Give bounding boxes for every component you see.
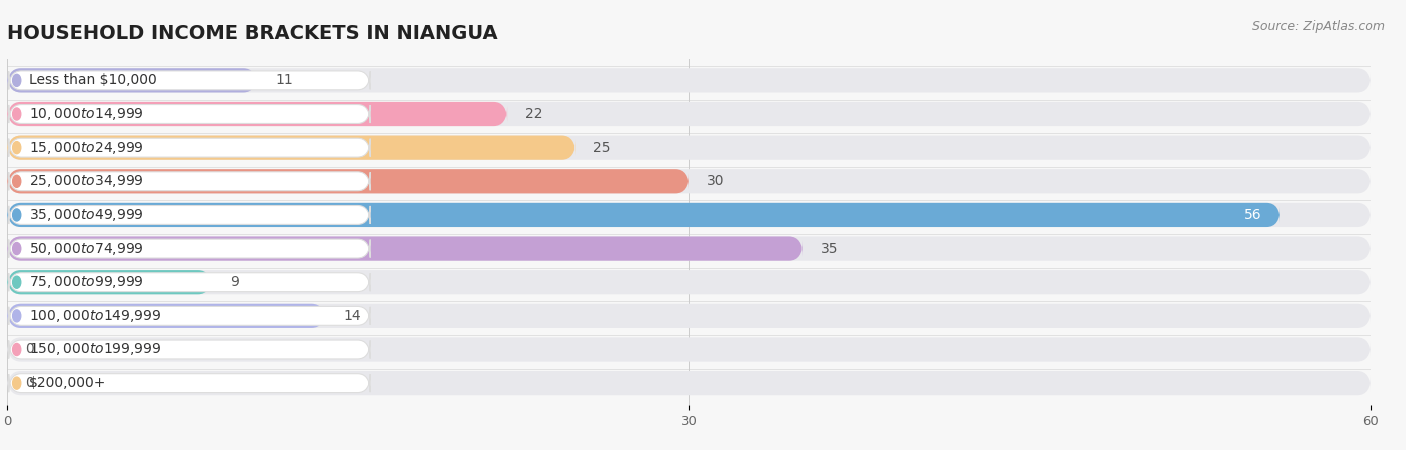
Text: Source: ZipAtlas.com: Source: ZipAtlas.com	[1251, 20, 1385, 33]
FancyBboxPatch shape	[7, 304, 1371, 328]
Text: $150,000 to $199,999: $150,000 to $199,999	[30, 342, 162, 357]
FancyBboxPatch shape	[7, 270, 211, 294]
Text: $25,000 to $34,999: $25,000 to $34,999	[30, 173, 143, 189]
FancyBboxPatch shape	[7, 68, 257, 93]
Text: Less than $10,000: Less than $10,000	[30, 73, 157, 87]
Text: 14: 14	[343, 309, 361, 323]
FancyBboxPatch shape	[7, 135, 575, 160]
Text: HOUSEHOLD INCOME BRACKETS IN NIANGUA: HOUSEHOLD INCOME BRACKETS IN NIANGUA	[7, 24, 498, 43]
FancyBboxPatch shape	[7, 203, 1279, 227]
FancyBboxPatch shape	[8, 340, 370, 359]
FancyBboxPatch shape	[7, 102, 1371, 126]
Text: $75,000 to $99,999: $75,000 to $99,999	[30, 274, 143, 290]
FancyBboxPatch shape	[8, 104, 370, 123]
FancyBboxPatch shape	[8, 306, 370, 325]
Circle shape	[13, 310, 21, 322]
Circle shape	[13, 276, 21, 288]
Circle shape	[13, 175, 21, 187]
Text: 11: 11	[276, 73, 292, 87]
FancyBboxPatch shape	[7, 338, 1371, 362]
FancyBboxPatch shape	[7, 236, 1371, 261]
FancyBboxPatch shape	[7, 169, 689, 194]
Circle shape	[13, 343, 21, 356]
FancyBboxPatch shape	[8, 374, 370, 392]
Text: 22: 22	[526, 107, 543, 121]
Text: $35,000 to $49,999: $35,000 to $49,999	[30, 207, 143, 223]
Text: 35: 35	[821, 242, 838, 256]
FancyBboxPatch shape	[7, 169, 1371, 194]
FancyBboxPatch shape	[8, 71, 370, 90]
Circle shape	[13, 377, 21, 389]
FancyBboxPatch shape	[7, 371, 1371, 395]
FancyBboxPatch shape	[7, 236, 803, 261]
FancyBboxPatch shape	[7, 270, 1371, 294]
FancyBboxPatch shape	[8, 206, 370, 225]
FancyBboxPatch shape	[7, 203, 1371, 227]
Circle shape	[13, 108, 21, 120]
Text: 56: 56	[1244, 208, 1261, 222]
FancyBboxPatch shape	[7, 135, 1371, 160]
FancyBboxPatch shape	[8, 273, 370, 292]
Text: $100,000 to $149,999: $100,000 to $149,999	[30, 308, 162, 324]
FancyBboxPatch shape	[7, 102, 508, 126]
FancyBboxPatch shape	[8, 138, 370, 157]
Text: 0: 0	[25, 376, 34, 390]
FancyBboxPatch shape	[8, 172, 370, 191]
FancyBboxPatch shape	[7, 304, 325, 328]
FancyBboxPatch shape	[7, 68, 1371, 93]
Text: $15,000 to $24,999: $15,000 to $24,999	[30, 140, 143, 156]
Circle shape	[13, 142, 21, 154]
Text: $200,000+: $200,000+	[30, 376, 107, 390]
Text: 9: 9	[229, 275, 239, 289]
Text: 0: 0	[25, 342, 34, 356]
Text: 30: 30	[707, 174, 724, 188]
Circle shape	[13, 243, 21, 255]
Text: 25: 25	[593, 141, 612, 155]
Circle shape	[13, 74, 21, 86]
Circle shape	[13, 209, 21, 221]
FancyBboxPatch shape	[8, 239, 370, 258]
Text: $10,000 to $14,999: $10,000 to $14,999	[30, 106, 143, 122]
Text: $50,000 to $74,999: $50,000 to $74,999	[30, 241, 143, 256]
